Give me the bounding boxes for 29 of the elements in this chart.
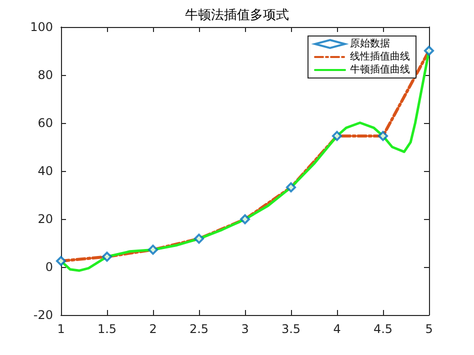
point [194, 234, 204, 244]
y-tick-label: 0 [45, 260, 53, 274]
x-tick-label: 1.5 [97, 322, 117, 336]
chart-title: 牛顿法插值多项式 [185, 8, 289, 23]
y-tick-label: 100 [30, 20, 53, 34]
point [378, 130, 388, 141]
x-tick-label: 3 [241, 322, 249, 336]
point [56, 256, 66, 266]
x-tick-label: 5 [425, 322, 433, 336]
x-tick-label: 4 [333, 322, 341, 336]
y-tick-label: 20 [38, 212, 53, 226]
y-tick-label: 60 [38, 116, 53, 130]
y-tick-label: -20 [33, 308, 53, 322]
x-tick-label: 2.5 [189, 322, 209, 336]
point [240, 214, 250, 224]
x-tick-label: 1 [57, 322, 65, 336]
y-tick-label: 80 [38, 68, 53, 82]
x-tick-label: 3.5 [281, 322, 301, 336]
legend-label: 线性插值曲线 [350, 50, 410, 62]
point [148, 244, 158, 255]
point [102, 252, 112, 262]
y-tick-label: 40 [38, 164, 53, 178]
point [286, 182, 296, 192]
x-tick-label: 2 [149, 322, 157, 336]
point [332, 130, 342, 141]
legend-label: 牛顿插值曲线 [350, 64, 410, 76]
x-tick-label: 4.5 [373, 322, 393, 336]
legend-label: 原始数据 [350, 38, 390, 50]
point [424, 46, 434, 56]
